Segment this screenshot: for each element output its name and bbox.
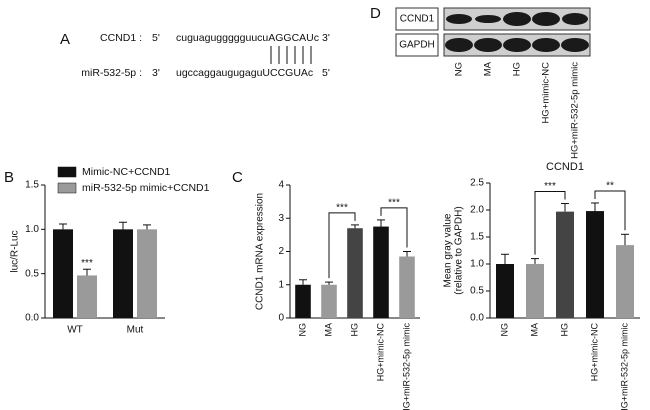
y-axis-label: CCND1 mRNA expression [255,193,266,310]
seq-name: miR-532-5p : [81,67,142,79]
y-axis-label: (relative to GAPDH) [454,206,465,294]
y-tick-label: 1.0 [25,224,39,235]
seq-end: 3' [322,32,330,44]
lane-label: HG [512,62,523,76]
y-tick-label: 0 [278,313,284,324]
x-tick-label: HG+miR-532-5p mimic [401,323,411,410]
sequence: cuguaguggggguucuAGGCAUc [176,32,319,44]
y-tick-label: 1 [278,279,284,290]
significance: *** [336,203,348,214]
chart-title: CCND1 [546,161,584,173]
bar [321,284,337,318]
panel-label: B [4,169,14,186]
x-tick-label: HG [559,323,569,337]
y-tick-label: 0.5 [25,268,39,279]
blot-row-label: CCND1 [400,14,435,25]
y-tick-label: 1.5 [25,180,39,191]
x-tick-label: HG+mimic-NC [589,323,599,382]
blot-bands [445,12,589,52]
bracket [534,191,566,255]
x-tick-label: NG [297,323,307,337]
seq-end: 5' [322,67,330,79]
bar [373,226,389,318]
legend-swatch [57,166,77,178]
x-tick-label: NG [499,323,509,337]
y-tick-label: 0.5 [470,286,484,297]
bracket [380,207,408,248]
blot-row-label: GAPDH [399,40,435,51]
x-tick-label: MA [323,323,333,337]
x-tick-label: HG+mimic-NC [375,323,385,382]
lane-label: HG+mimic-NC [541,62,552,124]
bar [496,264,514,318]
blot-label-box [395,7,439,31]
bar [137,229,157,318]
bracket [328,212,356,279]
lane-label: NG [454,62,465,76]
bar [295,284,311,318]
seq-end: 5' [152,32,160,44]
bar [399,256,415,318]
y-tick-label: 2.5 [470,178,484,189]
x-tick-label: MA [529,323,539,337]
bar [53,229,73,318]
bar [113,229,133,318]
seq-end: 3' [152,67,160,79]
base-pairs [270,46,312,64]
significance: *** [388,198,400,209]
seq-name: CCND1 : [100,32,142,44]
y-tick-label: 0.0 [470,313,484,324]
y-tick-label: 0.0 [25,313,39,324]
x-tick-label: Mut [127,325,144,336]
panel-label: A [60,31,70,48]
sequence: ugccaggaugugaguUCCGUAc [176,67,313,79]
bar [556,211,574,318]
bar [77,275,97,318]
bar [347,228,363,318]
significance: *** [81,258,93,269]
legend-swatch [57,182,77,194]
y-tick-label: 1.5 [470,232,484,243]
panel-label: D [370,5,381,22]
y-tick-label: 2.0 [470,205,484,216]
panel-label: C [232,169,243,186]
y-axis-label: Mean gray value [443,213,454,287]
x-tick-label: WT [67,325,83,336]
lane-label: MA [483,61,494,76]
x-tick-label: HG+miR-532-5p mimic [619,323,629,410]
bracket [594,190,626,231]
bar [616,245,634,318]
lane-label: HG+miR-532-5p mimic [570,62,581,159]
x-tick-label: HG [349,323,359,337]
bar [526,264,544,318]
y-tick-label: 2 [278,246,284,257]
significance: *** [544,181,556,192]
y-tick-label: 4 [278,180,284,191]
y-tick-label: 1.0 [470,259,484,270]
legend-label: Mimic-NC+CCND1 [82,166,171,178]
blot-label-box [395,33,439,57]
bar [586,211,604,318]
y-tick-label: 3 [278,213,284,224]
legend-label: miR-532-5p mimic+CCND1 [82,182,210,194]
y-axis-label: luc/R-Luc [10,230,21,272]
significance: ** [606,181,614,192]
